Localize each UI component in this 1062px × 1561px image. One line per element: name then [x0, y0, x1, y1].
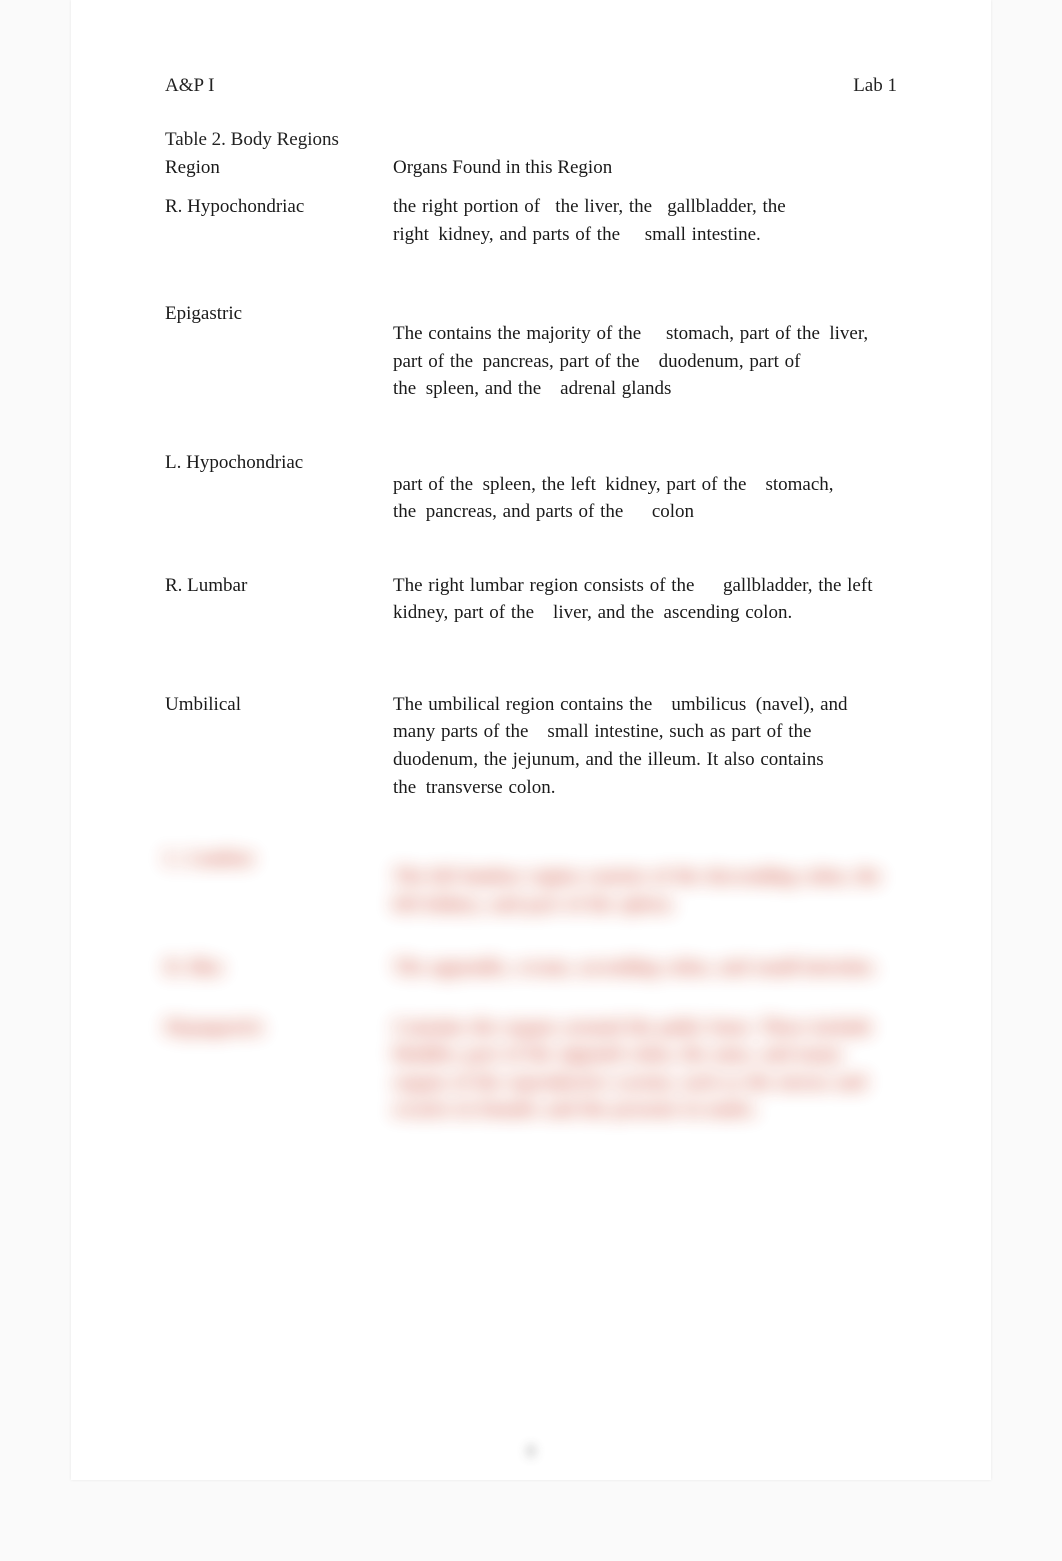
header-right: Lab 1 — [853, 75, 897, 97]
table-row-blurred: L. Lumbar The left lumbar region consist… — [161, 829, 901, 946]
organs-text: part of the spleen, the left kidney, par… — [393, 471, 891, 526]
table-row: L. Hypochondriac part of the spleen, the… — [161, 431, 901, 554]
organs-cell: Contains the organs around the pubic bon… — [393, 1014, 901, 1124]
table-row-blurred: Hypogastric Contains the organs around t… — [161, 1010, 901, 1164]
organs-cell: The left lumbar region consists of the d… — [393, 845, 901, 918]
region-cell: L. Hypochondriac — [161, 449, 393, 526]
organs-cell: the right portion of the liver, the gall… — [393, 193, 901, 248]
table-caption: Table 2. Body Regions — [161, 129, 901, 151]
region-cell: Umbilical — [161, 691, 393, 801]
organs-cell: The contains the majority of the stomach… — [393, 300, 901, 403]
header-left: A&P I — [165, 75, 214, 97]
organs-text: the right portion of the liver, the gall… — [393, 193, 891, 248]
table-row: Umbilical The umbilical region contains … — [161, 669, 901, 829]
page-number: 8 — [527, 1441, 536, 1462]
region-cell: R. Hypochondriac — [161, 193, 393, 248]
organs-cell: The right lumbar region consists of the … — [393, 572, 901, 627]
organs-text: The right lumbar region consists of the … — [393, 572, 891, 627]
organs-text: The left lumbar region consists of the d… — [393, 863, 891, 918]
organs-cell: The appendix, cecum, ascending colon, an… — [393, 954, 901, 982]
body-regions-table: Region Organs Found in this Region R. Hy… — [161, 157, 901, 1164]
organs-text: The contains the majority of the stomach… — [393, 320, 891, 403]
table-row: R. Hypochondriac the right portion of th… — [161, 185, 901, 276]
organs-text: The umbilical region contains the umbili… — [393, 691, 891, 801]
organs-cell: The umbilical region contains the umbili… — [393, 691, 901, 801]
organs-text: The appendix, cecum, ascending colon, an… — [393, 954, 891, 982]
page-header: A&P I Lab 1 — [161, 75, 901, 97]
document-page: A&P I Lab 1 Table 2. Body Regions Region… — [71, 0, 991, 1480]
column-header-organs: Organs Found in this Region — [393, 157, 901, 179]
region-cell: Epigastric — [161, 300, 393, 403]
column-header-region: Region — [161, 157, 393, 179]
table-header-row: Region Organs Found in this Region — [161, 157, 901, 185]
region-cell: Hypogastric — [161, 1014, 393, 1124]
organs-text: Contains the organs around the pubic bon… — [393, 1014, 891, 1124]
table-row-blurred: R. Iliac The appendix, cecum, ascending … — [161, 946, 901, 1010]
table-row: R. Lumbar The right lumbar region consis… — [161, 554, 901, 669]
organs-cell: part of the spleen, the left kidney, par… — [393, 449, 901, 526]
region-cell: L. Lumbar — [161, 845, 393, 918]
region-cell: R. Lumbar — [161, 572, 393, 627]
table-row: Epigastric The contains the majority of … — [161, 276, 901, 431]
region-cell: R. Iliac — [161, 954, 393, 982]
